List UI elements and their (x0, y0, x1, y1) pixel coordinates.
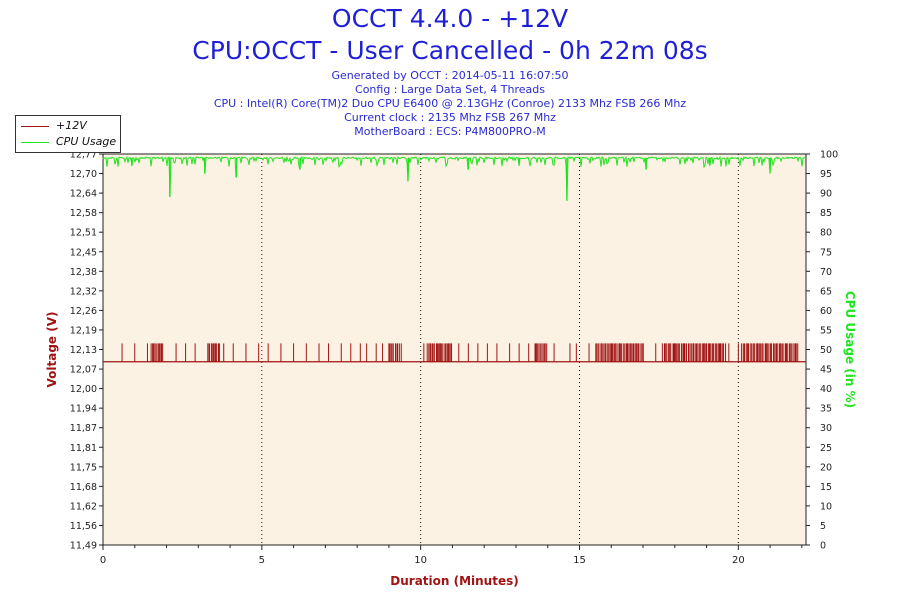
x-axis-label: Duration (Minutes) (390, 574, 518, 588)
y-right-tick-label: 70 (820, 267, 832, 278)
y-right-tick-label: 10 (820, 501, 832, 512)
y-left-tick-label: 12,45 (70, 247, 97, 258)
chart-subtitle: CPU:OCCT - User Cancelled - 0h 22m 08s (192, 36, 708, 65)
y-left-tick-label: 12,26 (70, 306, 97, 317)
y-right-tick-label: 5 (820, 521, 826, 532)
legend-swatch-cpu (21, 142, 49, 143)
y-right-tick-label: 15 (820, 482, 832, 493)
y-left-tick-label: 12,77 (70, 150, 97, 161)
y-left-tick-label: 11,62 (70, 501, 97, 512)
x-tick-label: 20 (732, 555, 745, 566)
y-left-tick-label: 12,00 (70, 384, 97, 395)
y-left-tick-label: 12,58 (70, 208, 97, 219)
y-right-tick-label: 55 (820, 325, 832, 336)
info-cpu: CPU : Intel(R) Core(TM)2 Duo CPU E6400 @… (213, 97, 687, 110)
y-right-tick-label: 85 (820, 208, 832, 219)
y-left-axis-label: Voltage (V) (45, 312, 59, 388)
y-left-tick-label: 12,51 (70, 228, 97, 239)
legend-label-cpu: CPU Usage (56, 135, 117, 148)
x-tick-label: 5 (259, 555, 265, 566)
legend-swatch-voltage (21, 126, 49, 127)
y-left-tick-label: 11,49 (70, 541, 97, 552)
x-tick-label: 15 (573, 555, 586, 566)
y-left-tick-label: 11,68 (70, 482, 97, 493)
y-right-axis-label: CPU Usage (in %) (843, 291, 857, 408)
y-right-tick-label: 30 (820, 423, 832, 434)
y-right-tick-label: 50 (820, 345, 832, 356)
y-left-tick-label: 11,56 (70, 521, 97, 532)
legend-item-voltage: +12V (16, 118, 120, 134)
info-clock: Current clock : 2135 Mhz FSB 267 Mhz (344, 111, 556, 124)
x-tick-label: 10 (414, 555, 427, 566)
info-generated: Generated by OCCT : 2014-05-11 16:07:50 (331, 69, 569, 82)
x-tick-label: 0 (100, 555, 106, 566)
y-right-tick-label: 75 (820, 247, 832, 258)
info-config: Config : Large Data Set, 4 Threads (355, 83, 545, 96)
info-motherboard: MotherBoard : ECS: P4M800PRO-M (354, 125, 546, 138)
y-left-tick-label: 12,07 (70, 365, 97, 376)
y-right-tick-label: 35 (820, 404, 832, 415)
y-left-tick-label: 12,32 (70, 286, 97, 297)
chart-legend: +12V CPU Usage (15, 115, 121, 153)
y-left-tick-label: 11,75 (70, 462, 97, 473)
voltage-series (121, 343, 799, 362)
y-right-tick-label: 90 (820, 189, 832, 200)
y-right-tick-label: 0 (820, 541, 826, 552)
y-right-tick-label: 25 (820, 443, 832, 454)
y-right-tick-label: 60 (820, 306, 832, 317)
y-left-tick-label: 12,64 (70, 189, 97, 200)
y-left-tick-label: 11,87 (70, 423, 97, 434)
y-right-tick-label: 20 (820, 462, 832, 473)
cpu-usage-line (102, 155, 807, 201)
y-left-tick-label: 12,38 (70, 267, 97, 278)
y-right-tick-label: 65 (820, 286, 832, 297)
y-right-tick-label: 100 (820, 150, 838, 161)
y-left-tick-label: 11,94 (70, 404, 97, 415)
chart-title: OCCT 4.4.0 - +12V (331, 4, 569, 33)
y-left-tick-label: 12,70 (70, 169, 97, 180)
y-right-tick-label: 95 (820, 169, 832, 180)
y-right-tick-label: 80 (820, 228, 832, 239)
legend-label-voltage: +12V (56, 119, 87, 132)
legend-item-cpu: CPU Usage (16, 134, 120, 150)
y-left-tick-label: 11,81 (70, 443, 97, 454)
y-right-tick-label: 45 (820, 365, 832, 376)
y-left-tick-label: 12,19 (70, 325, 97, 336)
y-right-tick-label: 40 (820, 384, 832, 395)
y-left-tick-label: 12,13 (70, 345, 97, 356)
